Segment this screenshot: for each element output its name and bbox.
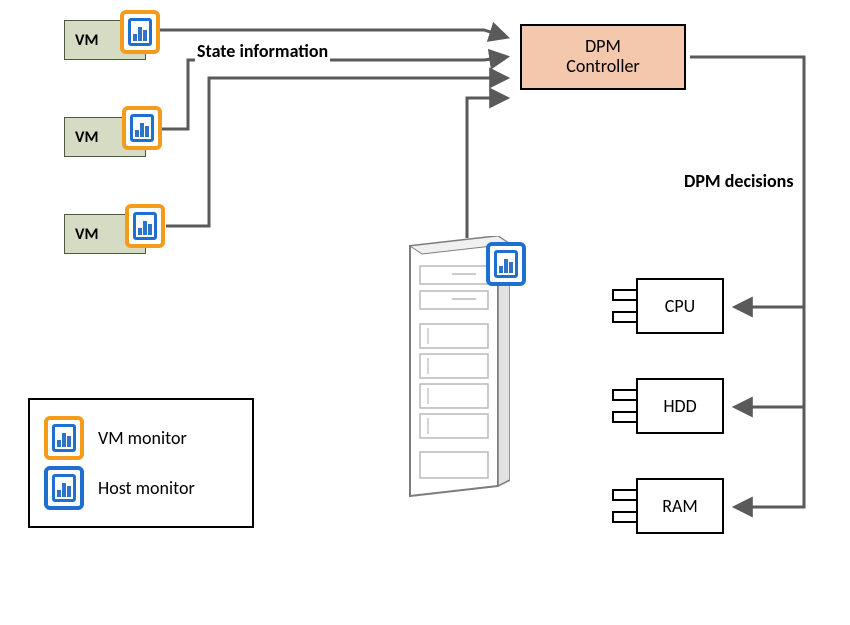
state-info-label: State information <box>195 40 330 62</box>
resource-node-ram: RAM <box>636 478 724 534</box>
legend-vm-label: VM monitor <box>98 427 187 449</box>
vm-monitor-icon <box>125 204 165 248</box>
legend-host-monitor: Host monitor <box>44 466 238 510</box>
dpm-controller-node: DPM Controller <box>520 24 686 90</box>
vm-monitor-icon <box>122 106 162 150</box>
legend-vm-monitor: VM monitor <box>44 416 238 460</box>
resource-node-cpu: CPU <box>636 278 724 334</box>
legend-host-label: Host monitor <box>98 477 195 499</box>
legend-box: VM monitor Host monitor <box>28 398 254 528</box>
vm-monitor-legend-icon <box>44 416 84 460</box>
host-monitor-icon <box>486 242 526 286</box>
dpm-line2: Controller <box>566 57 639 77</box>
vm-monitor-icon <box>120 10 160 54</box>
diagram-canvas: VMVMVM State information DPM Controller … <box>0 0 850 625</box>
resource-node-hdd: HDD <box>636 378 724 434</box>
dpm-decisions-label: DPM decisions <box>682 170 796 192</box>
host-monitor-legend-icon <box>44 466 84 510</box>
